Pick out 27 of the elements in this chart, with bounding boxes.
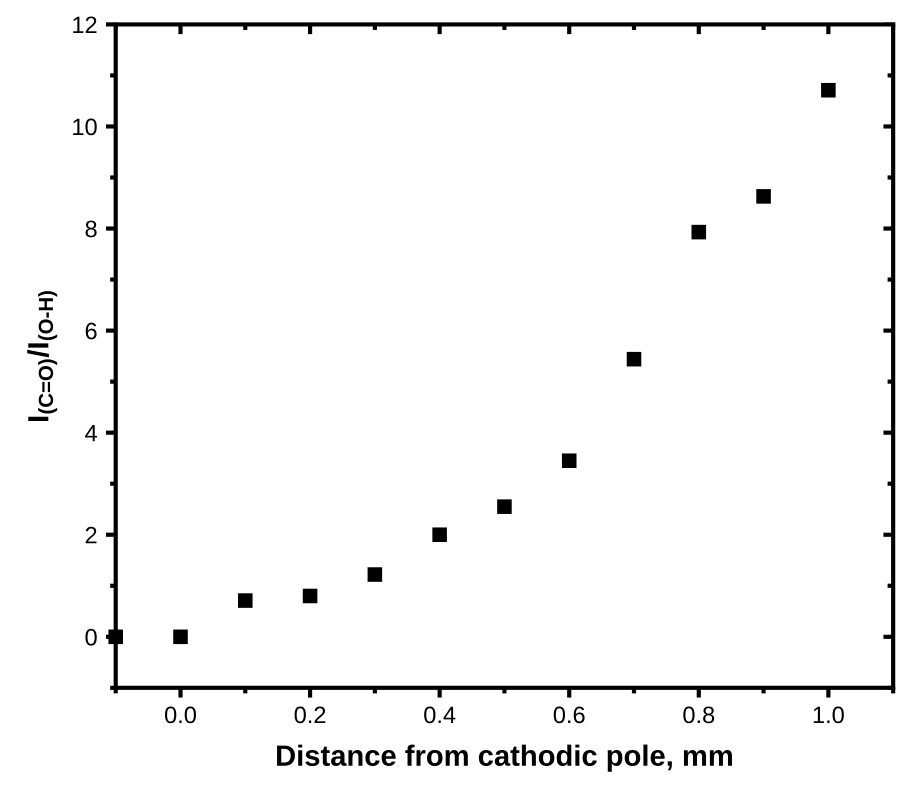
x-tick-label: 0.8 [683,706,714,724]
point [432,527,447,542]
point [497,499,512,514]
y-tick-label: 6 [86,322,97,340]
point [108,630,123,644]
y-axis-title: I$_{(C=O)}$/I$_{(O-H)}$ [27,291,58,421]
x-axis-title: Distance from cathodic pole, mm [277,744,732,772]
point [302,588,318,604]
y-tick-label: 2 [86,526,96,544]
y-tick-label: 10 [73,118,97,136]
y-tick-label: 8 [86,220,97,238]
point [368,567,382,582]
point [626,352,642,366]
x-tick-label: 1.0 [814,706,844,724]
point [756,189,771,204]
point [821,82,836,98]
point [692,224,706,240]
x-tick-label: 0.4 [424,706,456,724]
point [238,593,253,608]
y-tick-label: 12 [73,16,96,33]
y-tick-label: 0 [85,628,97,646]
y-tick-label: 4 [85,424,97,442]
x-tick-label: 0.6 [554,706,585,724]
x-tick-label: 0.0 [165,706,196,724]
point [562,453,576,468]
x-tick-label: 0.2 [294,706,326,724]
point [173,630,188,644]
